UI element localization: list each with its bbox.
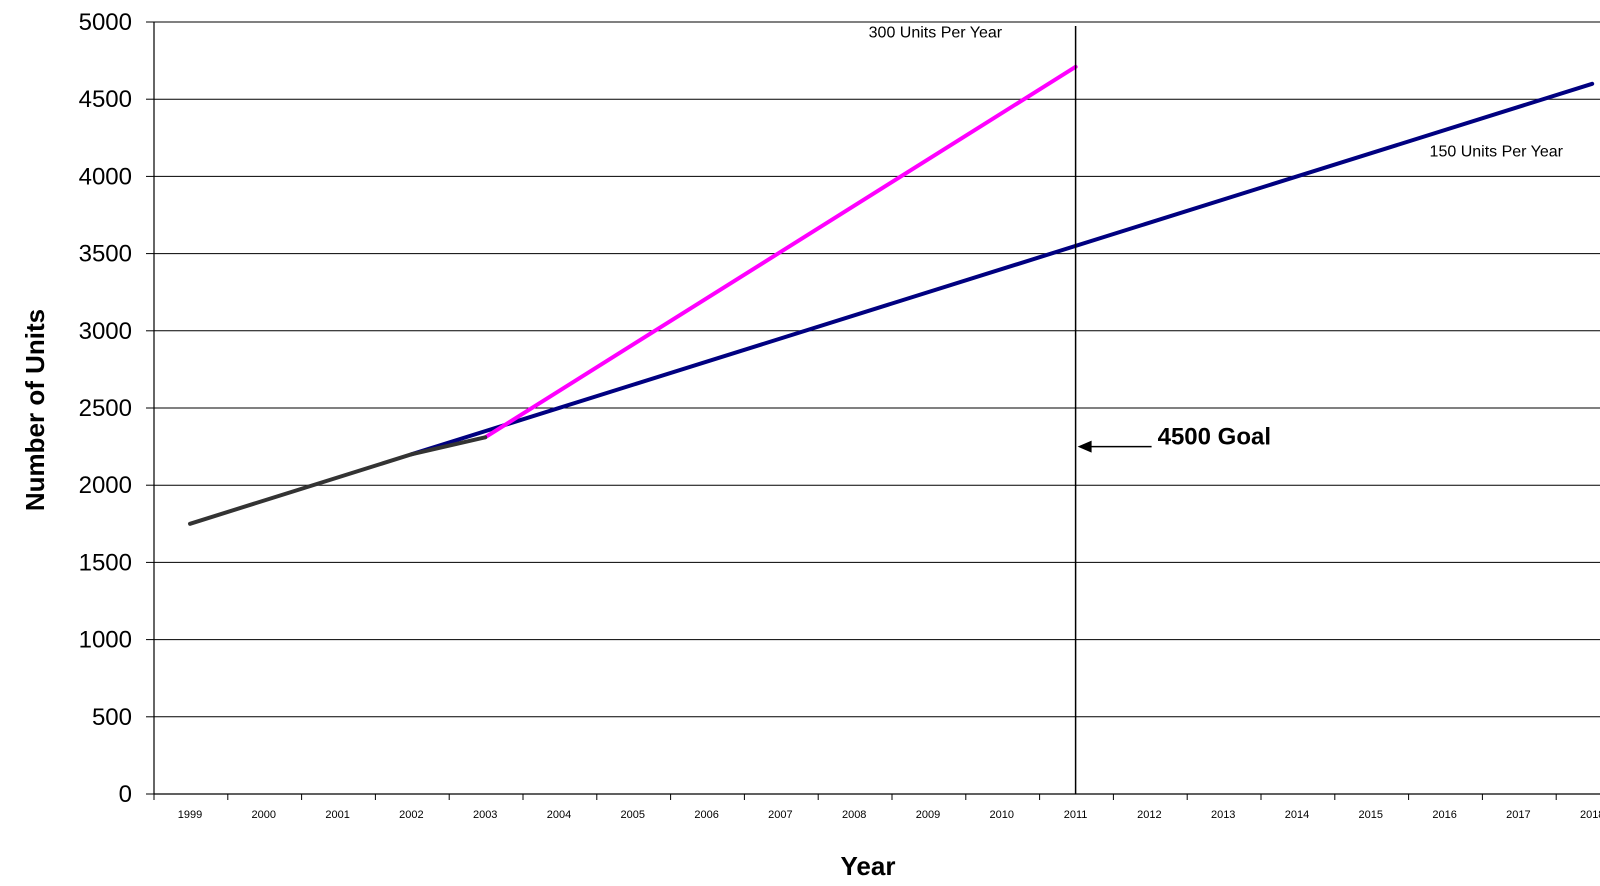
x-tick-label-2000: 2000 (252, 809, 276, 821)
x-tick-label-2010: 2010 (990, 809, 1014, 821)
series-lines (188, 64, 1595, 526)
annotation-150-units: 150 Units Per Year (1430, 143, 1564, 160)
series-line-0 (409, 81, 1595, 457)
x-tick-label-2005: 2005 (621, 809, 645, 821)
y-tick-label-1000: 1000 (79, 627, 132, 654)
y-tick-label-4500: 4500 (79, 86, 132, 113)
x-tick-label-2013: 2013 (1211, 809, 1235, 821)
series-line-2 (188, 435, 488, 526)
x-tick-label-1999: 1999 (178, 809, 202, 821)
y-tick-label-3500: 3500 (79, 241, 132, 268)
x-tick-label-2001: 2001 (325, 809, 349, 821)
y-tick-label-5000: 5000 (79, 9, 132, 36)
series-line-1 (483, 64, 1078, 440)
x-tick-label-2017: 2017 (1506, 809, 1530, 821)
goal-label: 4500 Goal (1158, 424, 1271, 451)
x-tick-label-2015: 2015 (1359, 809, 1383, 821)
x-tick-label-2003: 2003 (473, 809, 497, 821)
y-tick-label-0: 0 (119, 781, 132, 808)
horizontal-gridlines (154, 21, 1600, 718)
x-axis-ticks: 1999 2000 2001 2002 2003 2004 2005 2006 2007 2008… (153, 794, 1600, 821)
x-tick-label-2018: 2018 (1580, 809, 1600, 821)
x-tick-label-2014: 2014 (1285, 809, 1309, 821)
x-tick-label-2009: 2009 (916, 809, 940, 821)
x-tick-label-2006: 2006 (694, 809, 718, 821)
x-axis-title: Year (841, 851, 896, 881)
x-tick-label-2004: 2004 (547, 809, 571, 821)
x-tick-label-2008: 2008 (842, 809, 866, 821)
x-tick-label-2007: 2007 (768, 809, 792, 821)
x-tick-label-2011: 2011 (1064, 809, 1088, 821)
y-tick-label-3000: 3000 (79, 318, 132, 345)
annotation-300-units: 300 Units Per Year (869, 24, 1003, 41)
goal-arrow-head (1077, 440, 1092, 453)
y-tick-label-500: 500 (92, 704, 132, 731)
y-axis-title: Number of Units (20, 309, 50, 511)
y-axis-ticks: 0 500 1000 1500 2000 2500 3000 3500 4000 4500 5000 (79, 9, 154, 808)
x-tick-label-2012: 2012 (1137, 809, 1161, 821)
y-tick-label-2000: 2000 (79, 472, 132, 499)
goal-marker (1074, 26, 1152, 794)
x-tick-label-2002: 2002 (399, 809, 423, 821)
y-tick-label-2500: 2500 (79, 395, 132, 422)
y-tick-label-4000: 4000 (79, 163, 132, 190)
x-tick-label-2016: 2016 (1432, 809, 1456, 821)
y-tick-label-1500: 1500 (79, 549, 132, 576)
